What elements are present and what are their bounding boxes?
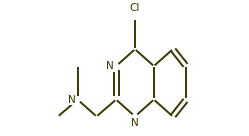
Text: N: N: [131, 118, 139, 128]
Text: N: N: [106, 61, 114, 71]
Text: Cl: Cl: [130, 3, 140, 13]
Text: N: N: [68, 95, 75, 105]
